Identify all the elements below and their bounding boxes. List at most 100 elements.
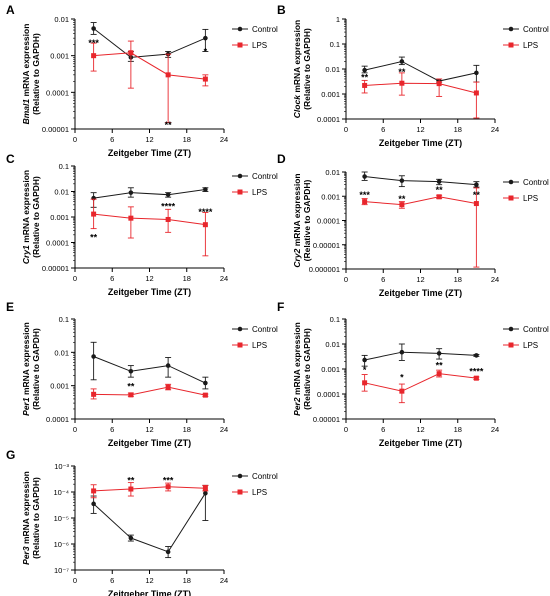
series-line xyxy=(93,213,206,226)
y-axis-label-unit: (Relative to GAPDH) xyxy=(31,176,41,258)
data-point xyxy=(362,357,367,363)
legend-marker xyxy=(237,489,243,495)
legend-label: LPS xyxy=(252,41,267,50)
series-control xyxy=(90,22,209,62)
x-tick-label: 24 xyxy=(220,274,228,283)
significance-label: **** xyxy=(161,201,176,211)
y-tick-label: 0.00001 xyxy=(313,415,340,424)
y-tick-label: 0.00001 xyxy=(42,125,69,134)
y-tick-label: 0.1 xyxy=(330,40,340,49)
significance-label: ** xyxy=(90,232,98,242)
data-point xyxy=(203,35,208,41)
y-axis-label-gene: Per3 xyxy=(21,546,31,565)
data-point xyxy=(165,363,171,368)
series-control xyxy=(90,341,209,390)
data-point xyxy=(128,368,134,374)
data-point xyxy=(473,201,479,207)
series-line xyxy=(93,188,206,199)
data-point xyxy=(436,351,442,356)
data-point xyxy=(202,222,208,228)
legend-marker xyxy=(237,26,243,32)
legend-marker xyxy=(237,342,243,348)
y-tick-label: 0.000001 xyxy=(309,265,340,274)
x-tick-label: 24 xyxy=(491,425,499,434)
significance-label: ** xyxy=(473,190,481,200)
x-tick-label: 12 xyxy=(145,576,153,585)
significance-label: ** xyxy=(398,67,406,77)
y-axis-label: Per2 mRNA expression xyxy=(292,322,302,416)
data-point xyxy=(202,76,208,82)
legend-label: LPS xyxy=(252,341,267,350)
panel-letter: B xyxy=(277,3,286,17)
x-tick-label: 24 xyxy=(491,125,499,134)
y-tick-label: 0.001 xyxy=(321,192,340,201)
y-axis-label-unit: (Relative to GAPDH) xyxy=(31,477,41,559)
y-axis-label-gene: Per1 xyxy=(21,397,31,416)
data-point xyxy=(128,50,134,56)
x-tick-label: 6 xyxy=(110,425,114,434)
significance-label: * xyxy=(204,46,208,56)
data-point xyxy=(128,215,134,221)
significance-label: ** xyxy=(127,475,135,485)
y-tick-label: 0.00001 xyxy=(42,264,69,273)
y-tick-label: 0.01 xyxy=(54,15,69,24)
data-point xyxy=(399,388,405,394)
legend-label: LPS xyxy=(252,188,267,197)
series-line xyxy=(93,52,206,80)
data-point xyxy=(362,82,368,88)
y-axis-label-text: mRNA expression xyxy=(21,322,31,397)
legend-marker xyxy=(508,195,514,201)
x-tick-label: 0 xyxy=(344,275,348,284)
y-tick-label: 0.01 xyxy=(54,348,69,357)
x-tick-label: 24 xyxy=(220,576,228,585)
series-line xyxy=(93,492,206,553)
legend-label: Control xyxy=(252,472,278,481)
data-point xyxy=(362,67,367,73)
data-point xyxy=(399,202,405,208)
legend-label: Control xyxy=(252,325,278,334)
y-tick-label: 0.001 xyxy=(321,90,340,99)
data-point xyxy=(165,549,171,555)
series-lps xyxy=(361,72,480,119)
legend-marker xyxy=(237,326,243,332)
y-axis-label-text: mRNA expression xyxy=(292,173,302,248)
legend-label: LPS xyxy=(252,488,267,497)
y-axis-label-gene: Per2 xyxy=(292,397,302,416)
data-point xyxy=(91,211,97,217)
data-point xyxy=(91,391,97,397)
y-axis-label-text: mRNA expression xyxy=(21,471,31,546)
x-tick-label: 6 xyxy=(381,275,385,284)
data-point xyxy=(473,375,479,381)
series-line xyxy=(93,386,206,396)
x-tick-label: 0 xyxy=(73,274,77,283)
data-point xyxy=(203,490,208,496)
chart-panel-d: D 0.000001 0.00001 0.0001 0.001 0.01 0 6 12 18 24 Z… xyxy=(277,152,549,298)
legend-marker xyxy=(237,473,243,479)
data-point xyxy=(202,392,208,398)
data-point xyxy=(91,501,96,507)
data-point xyxy=(165,72,171,78)
x-tick-label: 6 xyxy=(381,425,385,434)
legend-marker xyxy=(237,189,243,195)
data-point xyxy=(203,380,208,386)
data-point xyxy=(202,485,208,491)
data-point xyxy=(91,488,97,494)
chart-panel-e: E 0.0001 0.001 0.01 0.1 0 6 12 18 24 Zeitgeber Tim… xyxy=(6,300,278,448)
series-line xyxy=(364,196,477,206)
series-line xyxy=(93,486,206,492)
x-tick-label: 0 xyxy=(73,135,77,144)
x-tick-label: 6 xyxy=(381,125,385,134)
data-point xyxy=(203,187,208,192)
legend-marker xyxy=(508,42,514,48)
y-axis-label-gene: Cry2 xyxy=(292,248,302,267)
y-axis-label-text: mRNA expression xyxy=(292,20,302,95)
x-axis-label: Zeitgeber Time (ZT) xyxy=(108,438,191,448)
y-axis-label-unit: (Relative to GAPDH) xyxy=(302,28,312,110)
y-tick-label: 0.001 xyxy=(50,52,69,61)
data-point xyxy=(436,371,442,377)
x-tick-label: 12 xyxy=(145,425,153,434)
y-tick-label: 0.0001 xyxy=(46,88,69,97)
significance-label: * xyxy=(400,373,404,383)
y-axis-label-unit: (Relative to GAPDH) xyxy=(302,179,312,261)
x-tick-label: 0 xyxy=(73,576,77,585)
